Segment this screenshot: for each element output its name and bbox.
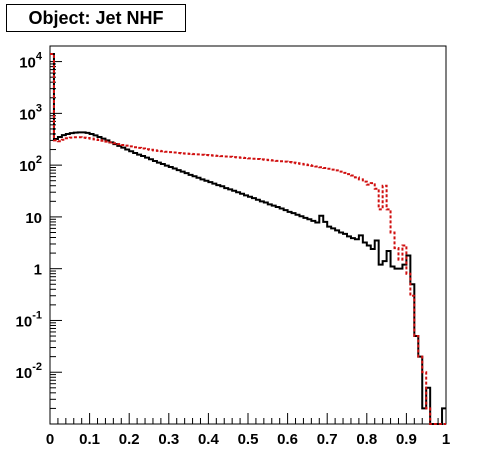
x-tick-label: 0.2 — [119, 431, 140, 448]
x-tick-label: 0.7 — [317, 431, 338, 448]
y-tick-label: 10 — [25, 210, 42, 227]
y-tick-label: 1 — [34, 262, 42, 279]
plot-frame — [49, 45, 447, 425]
x-tick-label: 0.3 — [158, 431, 179, 448]
x-tick-label: 0 — [46, 431, 54, 448]
x-tick-label: 0.4 — [198, 431, 220, 448]
histogram-series-1 — [50, 53, 446, 425]
x-tick-label: 0.6 — [277, 431, 298, 448]
y-tick-label: 103 — [19, 102, 42, 123]
x-tick-label: 0.8 — [356, 431, 377, 448]
x-tick-label: 0.5 — [238, 431, 259, 448]
x-tick-label: 0.1 — [79, 431, 100, 448]
y-tick-label: 10-1 — [16, 309, 42, 330]
x-tick-label: 0.9 — [396, 431, 417, 448]
chart-title: Object: Jet NHF — [28, 8, 164, 28]
y-tick-label: 102 — [19, 154, 42, 175]
chart-title-box: Object: Jet NHF — [6, 4, 186, 32]
x-tick-label: 1 — [442, 431, 450, 448]
y-tick-label: 10-2 — [16, 361, 42, 382]
histogram-series-2 — [50, 53, 446, 425]
y-tick-label: 104 — [19, 51, 43, 72]
